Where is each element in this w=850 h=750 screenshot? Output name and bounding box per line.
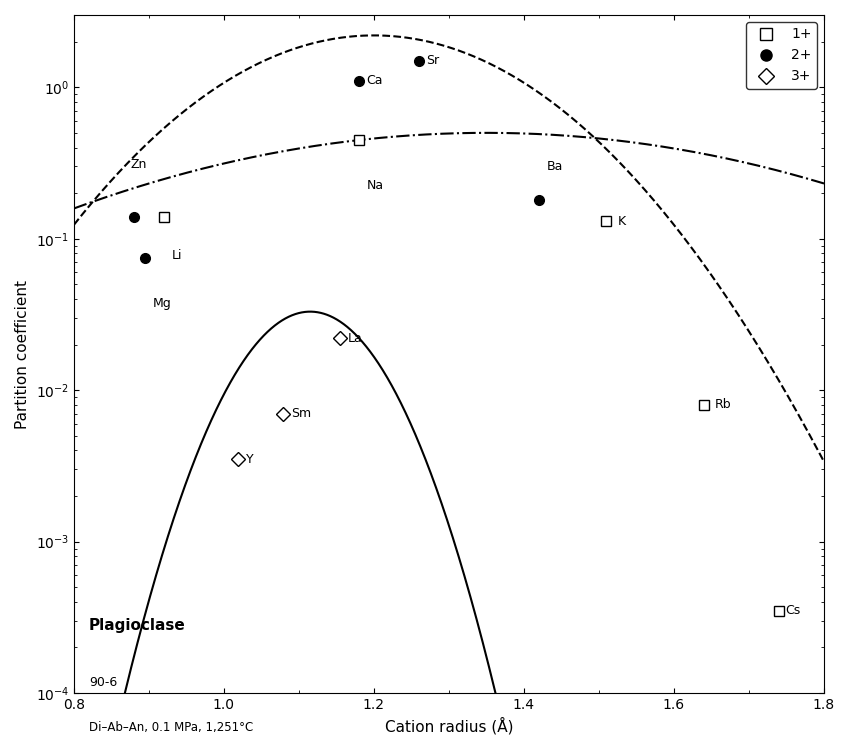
Text: La: La [348, 332, 362, 345]
Text: K: K [618, 215, 626, 228]
Text: Ca: Ca [366, 74, 383, 88]
Text: Cs: Cs [785, 604, 800, 617]
Y-axis label: Partition coefficient: Partition coefficient [15, 280, 30, 428]
Text: Zn: Zn [130, 158, 146, 171]
Text: Y: Y [246, 453, 253, 466]
Text: Li: Li [172, 250, 182, 262]
Legend: 1+, 2+, 3+: 1+, 2+, 3+ [746, 22, 817, 89]
Text: Na: Na [366, 179, 383, 192]
Text: Rb: Rb [715, 398, 732, 411]
Text: Di–Ab–An, 0.1 MPa, 1,251°C: Di–Ab–An, 0.1 MPa, 1,251°C [89, 722, 253, 734]
Text: Plagioclase: Plagioclase [89, 618, 185, 633]
Text: Sr: Sr [427, 54, 439, 67]
Text: Ba: Ba [547, 160, 563, 173]
Text: Sm: Sm [291, 407, 311, 420]
Text: Mg: Mg [153, 297, 172, 310]
X-axis label: Cation radius (Å): Cation radius (Å) [385, 718, 513, 735]
Text: 90-6: 90-6 [89, 676, 117, 688]
